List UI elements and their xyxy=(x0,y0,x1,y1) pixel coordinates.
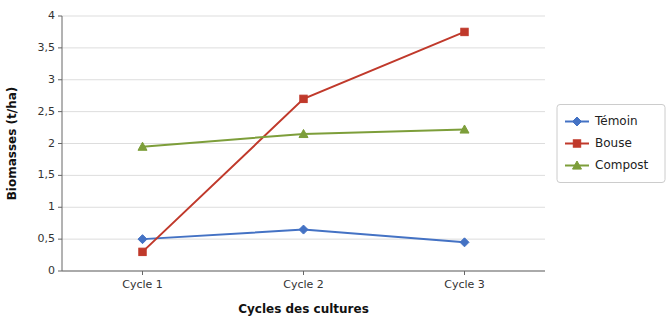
marker xyxy=(461,28,468,35)
grid-line xyxy=(62,207,545,208)
axis-line xyxy=(62,271,545,272)
tick-label: Cycle 2 xyxy=(283,278,324,291)
tick-label: 3,5 xyxy=(38,41,56,54)
tick-label: 0,5 xyxy=(38,232,56,245)
legend-label: Compost xyxy=(595,158,649,172)
legend-marker xyxy=(573,117,582,126)
tick-mark xyxy=(58,271,62,272)
grid-line xyxy=(62,175,545,176)
marker xyxy=(299,129,308,137)
tick-mark xyxy=(58,111,62,112)
y-axis: 0 0,5 1 1,5 2 2,5 3 3,5 4 xyxy=(38,9,546,277)
legend: Témoin Bouse Compost xyxy=(557,105,665,183)
marker xyxy=(139,248,146,255)
marker xyxy=(299,225,308,234)
tick-mark xyxy=(303,271,304,275)
marker xyxy=(460,125,469,133)
tick-label: 1 xyxy=(48,200,55,213)
tick-label: 1,5 xyxy=(38,168,56,181)
legend-label: Témoin xyxy=(594,114,638,128)
tick-mark xyxy=(58,239,62,240)
tick-mark xyxy=(142,271,143,275)
tick-mark xyxy=(58,207,62,208)
tick-mark xyxy=(58,175,62,176)
marker xyxy=(460,238,469,247)
tick-label: 0 xyxy=(48,264,55,277)
y-axis-label: Biomasses (t/ha) xyxy=(5,87,19,201)
series-line xyxy=(143,32,465,252)
tick-mark xyxy=(58,16,62,17)
legend-frame xyxy=(557,105,665,183)
x-axis: Cycle 1 Cycle 2 Cycle 3 xyxy=(122,271,485,291)
grid-line xyxy=(62,239,545,240)
series-line xyxy=(143,129,465,146)
legend-marker xyxy=(573,140,580,147)
tick-label: Cycle 3 xyxy=(444,278,485,291)
tick-label: 3 xyxy=(48,73,55,86)
series-group xyxy=(138,28,469,255)
grid-line xyxy=(62,271,545,272)
grid-line xyxy=(62,143,545,144)
chart: 00,511,522,533,54Cycle 1Cycle 2Cycle 3Cy… xyxy=(0,0,670,323)
marker xyxy=(138,142,147,150)
grid-line xyxy=(62,16,545,17)
tick-label: 2 xyxy=(48,137,55,150)
grid-line xyxy=(62,111,545,112)
legend-label: Bouse xyxy=(595,136,632,150)
grid-line xyxy=(62,79,545,80)
tick-mark xyxy=(58,79,62,80)
tick-label: 2,5 xyxy=(38,105,56,118)
tick-mark xyxy=(464,271,465,275)
tick-mark xyxy=(58,143,62,144)
marker xyxy=(300,95,307,102)
tick-label: Cycle 1 xyxy=(122,278,163,291)
axis-line xyxy=(62,16,63,271)
tick-label: 4 xyxy=(48,9,55,22)
x-axis-label: Cycles des cultures xyxy=(238,302,369,316)
plot-area xyxy=(62,16,545,271)
tick-mark xyxy=(58,47,62,48)
marker xyxy=(138,235,147,244)
grid-line xyxy=(62,47,545,48)
legend-marker xyxy=(573,161,582,169)
